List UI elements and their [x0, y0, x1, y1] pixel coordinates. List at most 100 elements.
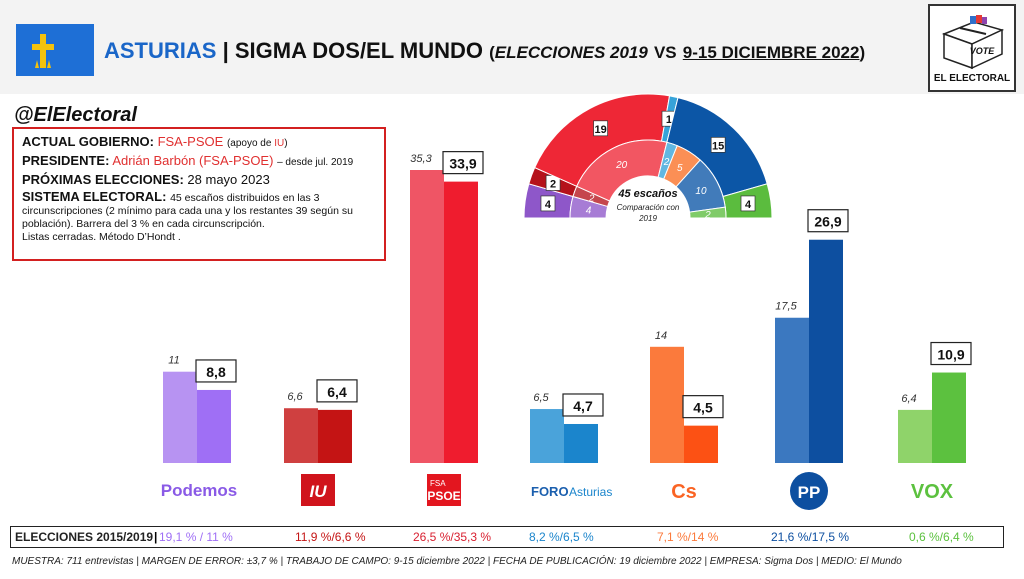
- bar-2019-vox: [898, 409, 932, 463]
- title-separator: |: [222, 38, 229, 63]
- label-2019-foro: 6,5: [533, 392, 549, 404]
- seats-2019-seg-vox: [689, 206, 727, 219]
- parliament-title: 45 escaños: [617, 188, 677, 200]
- title-paren-open: (: [489, 43, 495, 62]
- label-poll-pp: 26,9: [814, 214, 841, 230]
- table-label: ELECCIONES 2015/2019: [15, 530, 154, 544]
- label-2019-cs: 14: [655, 330, 667, 342]
- table-value-foro: 8,2 %/6,5 %: [529, 530, 594, 544]
- seats-poll-seats-iu: 2: [550, 178, 556, 190]
- pp-logo-text: PP: [798, 483, 821, 502]
- parliament-subtitle-2: 2019: [638, 214, 657, 223]
- label-poll-iu: 6,4: [327, 384, 347, 400]
- iu-logo: [301, 474, 335, 506]
- title-elections: ELECCIONES 2019: [494, 43, 648, 62]
- table-value-iu: 11,9 %/6,6 %: [295, 530, 366, 544]
- label-2019-iu: 6,6: [287, 391, 303, 403]
- seats-poll-seats-psoe: 19: [594, 124, 606, 136]
- seats-poll-seats-foro: 1: [666, 114, 672, 126]
- vote-text: VOTE: [970, 46, 996, 56]
- system-line-2: circunscripciones (2 mínimo para cada un…: [22, 205, 353, 217]
- poll-title: SIGMA DOS/EL MUNDO: [234, 38, 483, 63]
- seats-poll-lbl-box-podemos: [540, 195, 556, 212]
- seats-poll-lbl-box-vox: [740, 195, 756, 212]
- bar-poll-podemos: [197, 389, 231, 463]
- label-poll-foro: 4,7: [573, 398, 593, 414]
- parliament-subtitle-1: Comparación con: [617, 203, 680, 212]
- table-value-vox: 0,6 %/6,4 %: [909, 530, 974, 544]
- title-paren-close: ): [859, 43, 866, 62]
- government-row: ACTUAL GOBIERNO: FSA-PSOE (apoyo de IU): [22, 134, 288, 149]
- seats-poll-lbl-box-pp: [710, 136, 726, 153]
- seats-2019-seats-psoe: 20: [615, 160, 628, 171]
- brand-text: EL ELECTORAL: [933, 73, 1011, 84]
- title-vs: VS: [653, 43, 677, 62]
- label-box-foro: [562, 393, 604, 417]
- page-title: ASTURIAS | SIGMA DOS/EL MUNDO (ELECCIONE…: [104, 38, 865, 66]
- label-poll-vox: 10,9: [937, 347, 964, 363]
- label-2019-vox: 6,4: [901, 393, 916, 405]
- bar-2019-foro: [530, 409, 564, 463]
- twitter-handle: @ElElectoral: [14, 104, 137, 126]
- table-value-cs: 7,1 %/14 %: [657, 530, 719, 544]
- title-dates: 9-15 DICIEMBRE 2022: [682, 43, 860, 62]
- seats-2019-seats-cs: 5: [677, 163, 683, 174]
- seats-2019-seats-iu: 2: [588, 193, 595, 204]
- label-box-pp: [807, 209, 849, 233]
- bar-2019-cs: [650, 346, 684, 463]
- psoe-logo-top: FSA: [430, 479, 446, 488]
- psoe-logo: [427, 474, 461, 506]
- label-poll-psoe: 33,9: [449, 156, 476, 172]
- bar-poll-pp: [809, 239, 843, 463]
- bar-poll-cs: [684, 425, 718, 463]
- seats-2019-seats-podemos: 4: [586, 206, 592, 217]
- next-elections-row: PRÓXIMAS ELECCIONES: 28 mayo 2023: [22, 172, 270, 187]
- label-2019-pp: 17,5: [775, 301, 797, 313]
- label-poll-podemos: 8,8: [206, 364, 226, 380]
- table-value-podemos: 19,1 % / 11 %: [159, 530, 233, 544]
- foro-logo-b: Asturias: [569, 485, 612, 499]
- table-value-psoe: 26,5 %/35,3 %: [413, 530, 492, 544]
- bar-poll-psoe: [444, 181, 478, 463]
- podemos-logo: Podemos: [161, 481, 238, 500]
- previous-results-table: ELECCIONES 2015/2019 | 19,1 % / 11 % 11,…: [10, 526, 1004, 548]
- bar-2019-psoe: [410, 170, 444, 463]
- label-2019-podemos: 11: [168, 355, 179, 367]
- bar-poll-iu: [318, 409, 352, 463]
- foro-logo-a: FORO: [531, 484, 569, 499]
- bar-poll-foro: [564, 423, 598, 463]
- label-box-vox: [930, 341, 972, 366]
- seats-poll-seats-podemos: 4: [545, 199, 552, 211]
- seats-2019-seats-pp: 10: [695, 186, 707, 197]
- label-box-podemos: [195, 359, 237, 383]
- label-2019-psoe: 35,3: [410, 153, 432, 165]
- table-value-pp: 21,6 %/17,5 %: [771, 530, 850, 544]
- header-band: [0, 0, 1024, 94]
- cs-logo: Cs: [671, 481, 697, 503]
- seats-poll-lbl-box-psoe: [593, 120, 608, 137]
- seats-2019-seats-foro: 2: [663, 157, 670, 168]
- bar-2019-pp: [775, 317, 809, 463]
- seats-poll-seats-pp: 15: [712, 140, 724, 152]
- psoe-logo-bottom: PSOE: [427, 489, 460, 503]
- system-line-4: Listas cerradas. Método D’Hondt .: [22, 231, 181, 243]
- label-poll-cs: 4,5: [693, 400, 713, 416]
- seats-poll-seats-vox: 4: [745, 199, 752, 211]
- cross-icon: [32, 34, 54, 68]
- table-separator: |: [154, 530, 158, 544]
- electoral-system-row: SISTEMA ELECTORAL: 45 escaños distribuid…: [22, 189, 320, 204]
- bar-2019-podemos: [163, 371, 197, 463]
- pp-logo: [790, 472, 828, 510]
- label-box-cs: [682, 395, 724, 419]
- system-line-3: población). Barrera del 3 % en cada circ…: [22, 218, 265, 230]
- vox-logo: VOX: [911, 481, 954, 503]
- iu-logo-text: IU: [310, 482, 328, 501]
- ballot-box-icon: [941, 15, 1005, 70]
- info-box: ACTUAL GOBIERNO: FSA-PSOE (apoyo de IU) …: [12, 127, 386, 261]
- asturias-flag: [16, 24, 94, 76]
- seats-2019-seats-vox: 2: [704, 210, 711, 221]
- region-title: ASTURIAS: [104, 38, 217, 63]
- label-box-iu: [316, 379, 358, 403]
- bar-2019-iu: [284, 408, 318, 463]
